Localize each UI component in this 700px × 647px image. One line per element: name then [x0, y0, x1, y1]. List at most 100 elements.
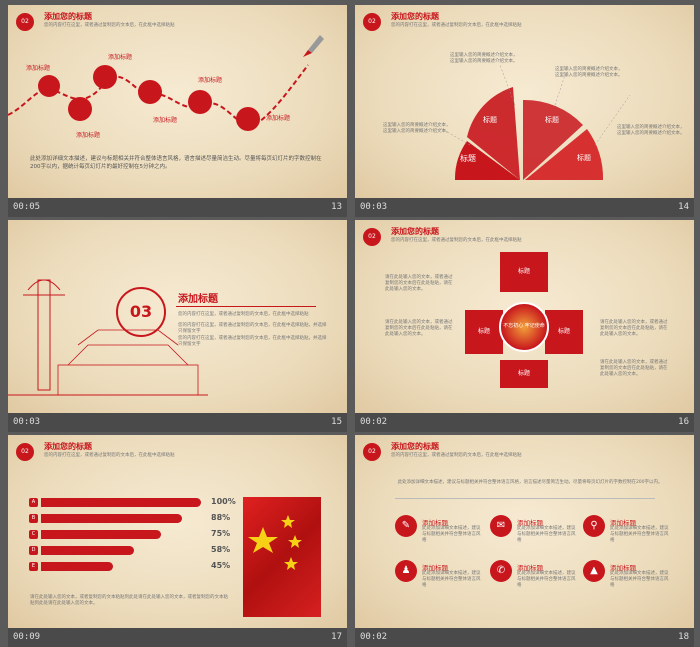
text-block: 请在此处输入您的文本，或者通过复制您的文本后在此处粘贴，请在此处输入您的文本。 [385, 275, 453, 292]
slide-subtitle: 您的内容打在这里，或者通过复制您的文本后，在此框中选择粘贴 [391, 23, 522, 28]
feature-text: 此处添加详细文本描述，建议与标题相关并符合整体语言风格 [422, 526, 481, 543]
text-block: 这里输入您的简要概述介绍文本，这里输入您的简要概述介绍文本。 [383, 123, 451, 134]
bar-letter: A [29, 498, 38, 507]
feature-title: 添加标题 [517, 564, 543, 572]
chart-icon [236, 107, 260, 131]
slide-canvas: 02 添加您的标题 您的内容打在这里，或者通过复制您的文本后，在此框中选择粘贴 … [8, 435, 347, 628]
flask-icon [38, 75, 60, 97]
feature-title: 添加标题 [422, 519, 448, 527]
header-badge: 02 [363, 443, 381, 461]
bar-letter: B [29, 514, 38, 523]
bar-letter: E [29, 562, 38, 571]
progress-bar [41, 530, 161, 539]
bar-percent: 100% [211, 497, 236, 506]
feature-text: 此处添加详细文本描述，建议与标题相关并符合整体语言风格 [517, 526, 576, 543]
feature-text: 此处添加详细文本描述，建议与标题相关并符合整体语言风格 [610, 526, 669, 543]
feature-icon: ✆ [490, 560, 512, 582]
slide-number: 13 [331, 202, 342, 212]
slide-canvas: 03 添加标题 您的内容打在这里，或者通过复制您的文本后，在此框中选择粘贴 您的… [8, 220, 347, 413]
slide-title: 添加您的标题 [391, 227, 439, 236]
section-line: 您的内容打在这里，或者通过复制您的文本后，在此框中选择粘贴，并选择只保留文字 [178, 323, 327, 334]
slide-canvas: 02 添加您的标题 您的内容打在这里，或者通过复制您的文本后，在此框中选择粘贴 … [355, 5, 694, 198]
feature-text: 此处添加详细文本描述，建议与标题相关并符合整体语言风格 [422, 571, 481, 588]
fan-label: 标题 [460, 154, 476, 163]
slide-duration: 00:02 [360, 417, 388, 427]
star-icon [248, 515, 302, 570]
slide-canvas: 02 添加您的标题 您的内容打在这里，或者通过复制您的文本后，在此框中选择粘贴 … [355, 435, 694, 628]
slide-status-bar: 00:03 14 [355, 198, 694, 217]
node-label: 添加标题 [26, 65, 51, 72]
fan-label: 标题 [545, 116, 559, 124]
center-emblem: 不忘初心 牢记使命 [499, 302, 549, 352]
feature-text: 此处添加详细文本描述，建议与标题相关并符合整体语言风格 [517, 571, 576, 588]
header-badge: 02 [16, 13, 34, 31]
fan-label: 标题 [483, 116, 497, 124]
progress-bar [41, 514, 182, 523]
slide-status-bar: 00:03 15 [8, 413, 347, 432]
progress-bar [41, 546, 134, 555]
feature-title: 添加标题 [610, 519, 636, 527]
slide-number: 14 [678, 202, 689, 212]
fan-label: 标题 [577, 154, 591, 162]
progress-bar [41, 498, 201, 507]
header-badge: 02 [16, 443, 34, 461]
slide-duration: 00:05 [13, 202, 41, 212]
bar-percent: 75% [211, 529, 231, 538]
feature-text: 此处添加详细文本描述，建议与标题相关并符合整体语言风格 [610, 571, 669, 588]
slide-subtitle: 您的内容打在这里，或者通过复制您的文本后，在此框中选择粘贴 [391, 238, 522, 243]
gamepad-icon [68, 97, 92, 121]
text-block: 请在此处输入您的文本，或者通过复制您的文本后在此处粘贴，请在此处输入您的文本。 [385, 320, 453, 337]
progress-bar [41, 562, 113, 571]
flag-image [243, 497, 321, 617]
header-badge: 02 [363, 13, 381, 31]
slide-status-bar: 00:09 17 [8, 628, 347, 647]
slide-status-bar: 00:05 13 [8, 198, 347, 217]
slide-status-bar: 00:02 18 [355, 628, 694, 647]
body-text: 此处添加详细文本描述，建议与标题相关并符合整体语言风格，语言描述尽量简洁生动。尽… [30, 156, 322, 170]
slide-canvas: 02 添加您的标题 您的内容打在这里，或者通过复制您的文本后，在此框中选择粘贴 … [355, 220, 694, 413]
bar-letter: C [29, 530, 38, 539]
slide-title: 添加您的标题 [391, 442, 439, 451]
text-block: 这里输入您的简要概述介绍文本，这里输入您的简要概述介绍文本。 [450, 53, 518, 64]
slide-status-bar: 00:02 16 [355, 413, 694, 432]
cross-box-right: 标题 [545, 310, 583, 354]
intro-text: 此处添加详细文本描述，建议与标题相关并符合整体语言风格，语言描述尽量简洁生动。尽… [397, 480, 663, 485]
feature-icon: ⚲ [583, 515, 605, 537]
slide-subtitle: 您的内容打在这里，或者通过复制您的文本后，在此框中选择粘贴 [391, 453, 522, 458]
bar-percent: 45% [211, 561, 231, 570]
node-label: 添加标题 [198, 77, 223, 84]
header-badge: 02 [363, 228, 381, 246]
section-line: 您的内容打在这里，或者通过复制您的文本后，在此框中选择粘贴，并选择只保留文字 [178, 336, 327, 347]
cross-box-bottom: 标题 [500, 360, 548, 388]
slide-number: 16 [678, 417, 689, 427]
bar-percent: 88% [211, 513, 231, 522]
fan-chart [434, 64, 631, 180]
cross-box-top: 标题 [500, 252, 548, 292]
download-icon [188, 90, 212, 114]
feature-icon: ▲ [583, 560, 605, 582]
slide-duration: 00:09 [13, 632, 41, 642]
slide-number: 15 [331, 417, 342, 427]
node-label: 添加标题 [266, 115, 291, 122]
slide-number: 17 [331, 632, 342, 642]
node-label: 添加标题 [76, 132, 101, 139]
feature-title: 添加标题 [610, 564, 636, 572]
feature-icon: ✉ [490, 515, 512, 537]
cross-box-left: 标题 [465, 310, 503, 354]
slide-duration: 00:02 [360, 632, 388, 642]
footer-text: 请在此处输入您的文本，或者复制您的文本粘贴到此处请在此处输入您的文本，或者复制您… [30, 595, 228, 606]
slide-duration: 00:03 [360, 202, 388, 212]
slide-canvas: 02 添加您的标题 您的内容打在这里，或者通过复制您的文本后，在此框中选择粘贴 … [8, 5, 347, 198]
key-icon [93, 65, 117, 89]
divider [176, 306, 316, 307]
section-line: 您的内容打在这里，或者通过复制您的文本后，在此框中选择粘贴 [178, 312, 309, 317]
section-number-circle: 03 [116, 287, 166, 337]
node-label: 添加标题 [108, 54, 133, 61]
text-block: 这里输入您的简要概述介绍文本，这里输入您的简要概述介绍文本。 [555, 67, 623, 78]
slide-subtitle: 您的内容打在这里，或者通过复制您的文本后，在此框中选择粘贴 [44, 23, 175, 28]
slide-title: 添加您的标题 [44, 12, 92, 21]
feature-icon: ♟ [395, 560, 417, 582]
slide-title: 添加您的标题 [391, 12, 439, 21]
gear-icon [138, 80, 162, 104]
